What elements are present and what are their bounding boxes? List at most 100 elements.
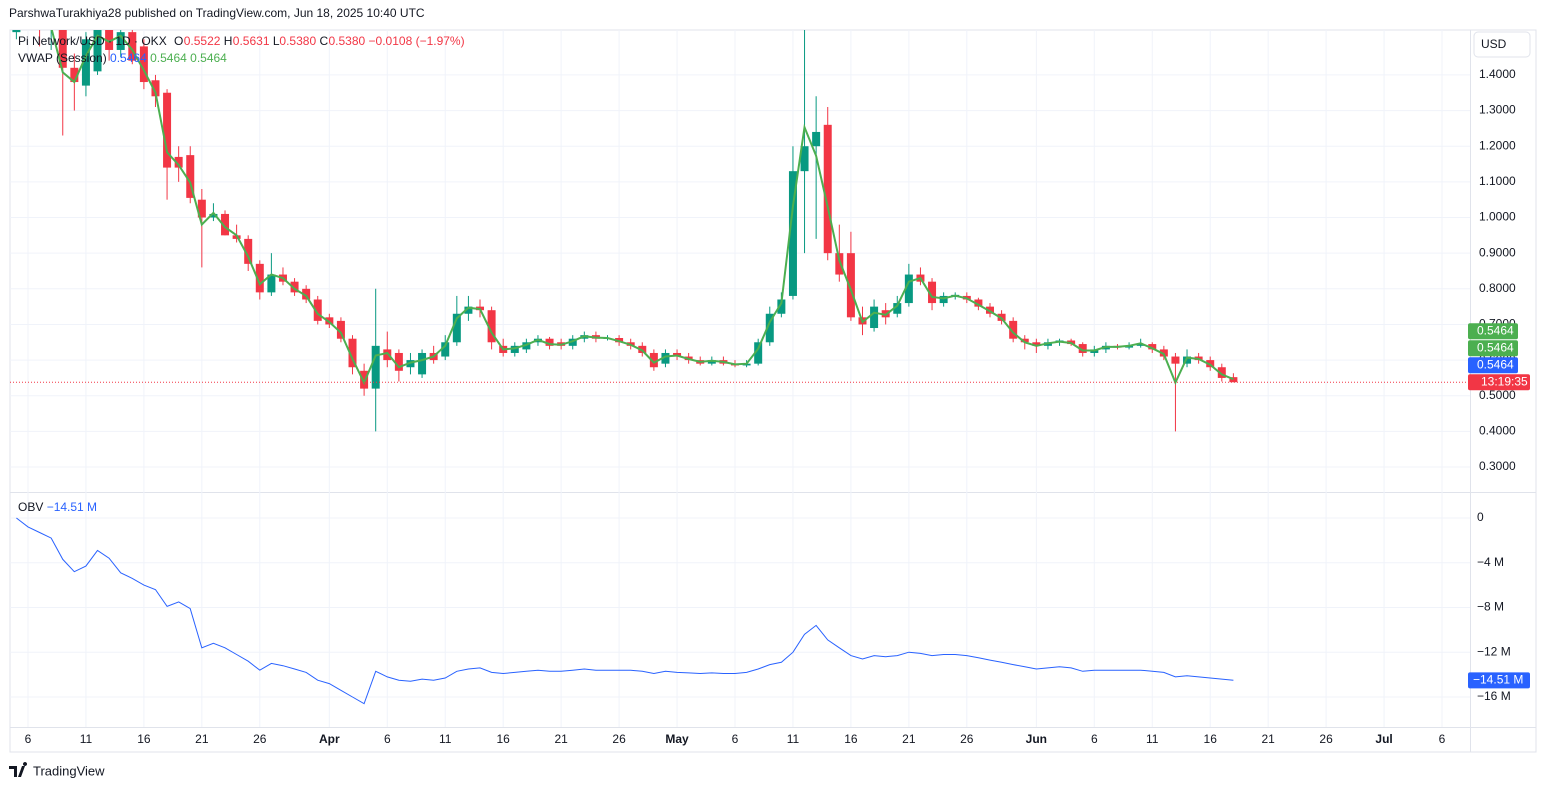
candle-body <box>1171 356 1180 364</box>
axes: 6 11 16 21 26 Apr 6 11 16 21 26 May 6 11 16 21 26 Jun 6 11 1… <box>25 67 1530 746</box>
vwap-value: 0.5464 <box>110 51 147 65</box>
candle-body <box>765 313 774 343</box>
candle-body <box>36 21 44 28</box>
obv-pane <box>16 517 1234 705</box>
x-tick-label: 16 <box>1204 732 1218 746</box>
y-tick-label: 0.9000 <box>1479 245 1516 259</box>
candle-body <box>893 303 902 314</box>
x-tick-label: May <box>665 732 689 746</box>
candle-body <box>139 46 148 83</box>
candle-body <box>336 320 345 339</box>
candle-body <box>452 313 461 343</box>
y-tick-label: 0.3000 <box>1479 459 1516 473</box>
candle-body <box>846 253 855 318</box>
candle-body <box>1183 356 1192 364</box>
candle-body <box>186 155 195 198</box>
candle-body <box>1032 342 1041 346</box>
x-tick-label: 16 <box>137 732 151 746</box>
obv-marker-label: −14.51 M <box>1473 673 1523 687</box>
x-tick-label: 6 <box>732 732 739 746</box>
grid <box>10 30 1470 727</box>
x-tick-label: 21 <box>1261 732 1275 746</box>
ohlc-label: H <box>224 34 233 48</box>
candle-body <box>835 253 844 275</box>
x-tick-label: 6 <box>1439 732 1446 746</box>
x-tick-label: 26 <box>253 732 267 746</box>
change-value: −0.0108 (−1.97%) <box>369 34 465 48</box>
candle-body <box>1078 344 1087 353</box>
price-marker <box>1468 357 1518 374</box>
candle-body <box>255 263 264 293</box>
x-tick-label: 6 <box>1091 732 1098 746</box>
symbol-name: Pi Network/USD · 1D · OKX <box>18 34 167 48</box>
y-tick-label: 1.0000 <box>1479 210 1516 224</box>
candle-body <box>394 352 403 371</box>
x-tick-label: 26 <box>612 732 626 746</box>
candle-body <box>545 338 554 346</box>
candle-body <box>197 199 206 218</box>
chart-frame <box>9 29 1537 753</box>
ohlc-label: L <box>273 34 280 48</box>
candle-body <box>823 124 832 254</box>
candle-body <box>568 338 577 346</box>
candle-body <box>360 370 369 389</box>
candle-body <box>870 306 879 329</box>
marks <box>10 21 1470 705</box>
vwap-value: 0.5464 <box>190 51 227 65</box>
obv-value: −14.51 M <box>47 500 97 514</box>
candle-body <box>661 352 670 364</box>
ohlc-value: 0.5380 <box>279 34 316 48</box>
last-price-tag <box>1468 374 1530 391</box>
candle-body <box>754 342 763 364</box>
price-marker <box>1468 323 1518 340</box>
candle-body <box>47 21 55 28</box>
x-tick-label: Jul <box>1375 732 1392 746</box>
candle-body <box>58 30 67 68</box>
candle-body <box>928 281 937 304</box>
candle-body <box>615 338 624 343</box>
candle-body <box>93 30 102 72</box>
candle-body <box>105 30 114 50</box>
x-tick-label: 26 <box>1319 732 1333 746</box>
currency-button[interactable] <box>1473 31 1531 58</box>
candle-body <box>418 352 427 375</box>
candle-body <box>800 146 809 172</box>
x-tick-label: 26 <box>960 732 974 746</box>
vwap-line <box>50 30 1234 386</box>
obv-name: OBV <box>18 500 43 514</box>
x-tick-label: 16 <box>844 732 858 746</box>
candle-body <box>116 32 125 50</box>
y-tick-label: 0.5000 <box>1479 388 1516 402</box>
candle-body <box>777 299 786 314</box>
x-tick-label: 11 <box>439 732 452 746</box>
currency-label[interactable]: USD <box>1481 37 1507 51</box>
candle-body <box>904 274 913 304</box>
footer-brand: TradingView <box>9 762 105 778</box>
countdown-label: 13:19:35 <box>1481 374 1528 388</box>
candle-body <box>487 310 496 343</box>
ohlc-value: 0.5631 <box>233 34 270 48</box>
candle-body <box>290 281 299 293</box>
y-tick-label: 1.3000 <box>1479 103 1516 117</box>
y-tick-label: 0.8000 <box>1479 281 1516 295</box>
candle-body <box>510 345 519 353</box>
y-tick-label: −8 M <box>1477 600 1504 614</box>
y-tick-label: 1.1000 <box>1479 174 1516 188</box>
candle-body <box>302 288 311 300</box>
candle-body <box>1148 344 1157 350</box>
x-tick-label: Jun <box>1026 732 1047 746</box>
ohlc-value: 0.5380 <box>328 34 365 48</box>
candle-body <box>174 156 183 168</box>
candle-body <box>313 299 322 321</box>
price-marker <box>1468 340 1518 357</box>
brand-name: TradingView <box>33 763 105 778</box>
candle-body <box>1136 344 1145 346</box>
candle-body <box>244 238 253 264</box>
candle-body <box>939 295 948 304</box>
candle-body <box>348 338 357 368</box>
x-tick-label: 16 <box>497 732 511 746</box>
candle-body <box>151 80 160 97</box>
y-tick-label: −4 M <box>1477 555 1504 569</box>
